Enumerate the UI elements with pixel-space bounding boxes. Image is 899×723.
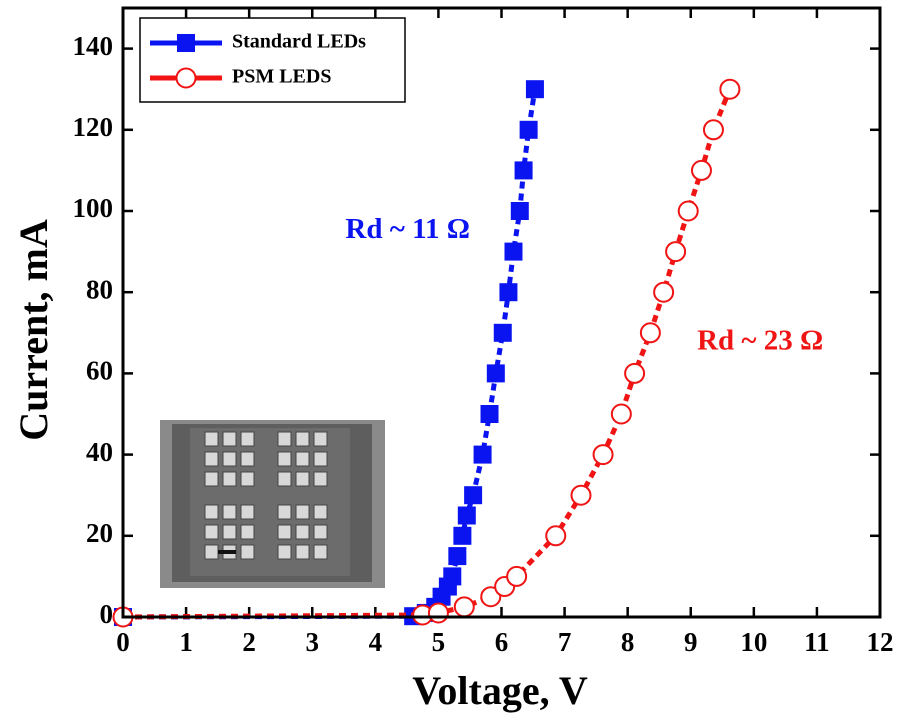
- x-tick-label: 9: [684, 627, 698, 657]
- data-point: [592, 444, 614, 466]
- legend-label: PSM LEDS: [232, 66, 331, 88]
- y-tick-label: 80: [86, 274, 113, 304]
- y-tick-label: 140: [73, 31, 114, 61]
- data-point: [427, 602, 449, 624]
- inset-pad: [277, 504, 292, 520]
- data-point: [702, 119, 724, 141]
- data-point: [624, 362, 646, 384]
- inset-pad: [277, 431, 292, 447]
- inset-pad: [240, 504, 255, 520]
- x-tick-label: 11: [804, 627, 830, 657]
- data-point: [510, 202, 529, 220]
- inset-pad: [240, 544, 255, 560]
- x-tick-label: 2: [242, 627, 256, 657]
- data-point: [464, 486, 483, 505]
- inset-pad: [313, 544, 328, 560]
- data-point: [443, 567, 462, 586]
- inset-pad: [240, 451, 255, 467]
- inset-pad: [313, 451, 328, 467]
- x-tick-label: 8: [621, 627, 635, 657]
- x-tick-label: 3: [306, 627, 320, 657]
- inset-pad: [222, 524, 237, 540]
- data-point: [653, 281, 675, 303]
- inset-pad: [240, 471, 255, 487]
- data-point: [610, 403, 632, 425]
- data-point: [570, 484, 592, 506]
- inset-pad: [204, 544, 219, 560]
- x-tick-label: 4: [369, 627, 383, 657]
- inset-pad: [277, 451, 292, 467]
- data-point: [665, 241, 687, 263]
- data-point: [677, 200, 699, 222]
- legend-marker: [175, 67, 197, 89]
- annotation: Rd ~ 11 Ω: [345, 213, 470, 245]
- y-axis-title: Current, mA: [11, 219, 56, 441]
- data-point: [457, 506, 476, 525]
- inset-pad: [295, 451, 310, 467]
- inset-pad: [222, 451, 237, 467]
- inset-pad: [313, 524, 328, 540]
- data-point: [499, 283, 518, 302]
- data-point: [514, 161, 533, 180]
- y-tick-label: 120: [73, 112, 114, 142]
- data-point: [486, 364, 505, 383]
- data-point: [448, 547, 467, 566]
- data-point: [480, 586, 502, 608]
- inset-pad: [295, 524, 310, 540]
- x-tick-label: 12: [867, 627, 894, 657]
- x-tick-label: 7: [558, 627, 572, 657]
- x-tick-label: 5: [432, 627, 446, 657]
- inset-pad: [204, 504, 219, 520]
- y-tick-label: 100: [73, 193, 114, 223]
- inset-pad: [240, 431, 255, 447]
- inset-image: [160, 420, 385, 588]
- data-point: [453, 596, 475, 618]
- annotation: Rd ~ 23 Ω: [697, 325, 823, 357]
- inset-pad: [222, 504, 237, 520]
- y-tick-label: 0: [100, 599, 114, 629]
- x-tick-label: 0: [116, 627, 130, 657]
- data-point: [504, 242, 523, 261]
- data-point: [480, 405, 499, 423]
- legend-label: Standard LEDs: [232, 31, 366, 53]
- inset-pad: [204, 431, 219, 447]
- inset-pad: [277, 471, 292, 487]
- inset-pad: [295, 544, 310, 560]
- inset-pad: [204, 471, 219, 487]
- inset-pad: [277, 524, 292, 540]
- data-point: [519, 120, 538, 139]
- y-tick-label: 60: [86, 356, 113, 386]
- inset-pad: [240, 524, 255, 540]
- inset-pad: [313, 431, 328, 447]
- data-point: [545, 525, 567, 547]
- inset-pad: [295, 471, 310, 487]
- inset-pad: [313, 471, 328, 487]
- x-tick-label: 10: [740, 627, 767, 657]
- data-point: [719, 78, 741, 100]
- data-point: [639, 322, 661, 344]
- inset-pad: [295, 504, 310, 520]
- inset-pad: [277, 544, 292, 560]
- inset-pad: [204, 524, 219, 540]
- data-point: [506, 565, 528, 587]
- inset-pad: [295, 431, 310, 447]
- inset-pad: [313, 504, 328, 520]
- y-tick-label: 40: [86, 437, 113, 467]
- x-axis-title: Voltage, V: [412, 668, 588, 713]
- data-point: [453, 526, 472, 545]
- x-tick-label: 6: [495, 627, 509, 657]
- data-point: [493, 323, 512, 342]
- data-point: [473, 445, 492, 464]
- inset-pad: [222, 471, 237, 487]
- inset-pad: [222, 431, 237, 447]
- inset-pad: [204, 451, 219, 467]
- y-tick-label: 20: [86, 518, 113, 548]
- legend-marker: [177, 34, 195, 52]
- data-point: [525, 80, 544, 99]
- data-point: [690, 159, 712, 181]
- x-tick-label: 1: [179, 627, 193, 657]
- inset-scale-bar: [218, 550, 236, 554]
- plot-frame: [121, 6, 882, 619]
